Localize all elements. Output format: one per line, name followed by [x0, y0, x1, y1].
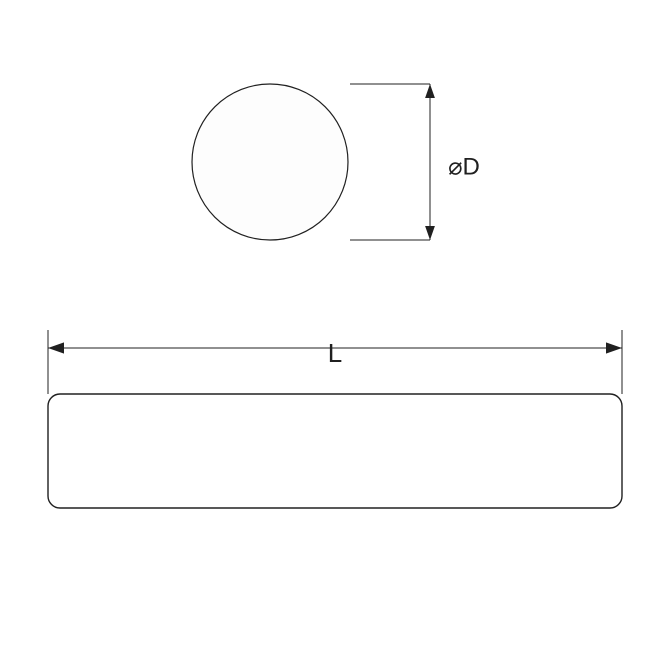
length-label: L	[328, 338, 342, 368]
side-view-rectangle	[48, 394, 622, 508]
technical-drawing: ⌀D L	[0, 0, 670, 670]
diameter-label: ⌀D	[448, 153, 480, 180]
top-view-circle	[192, 84, 348, 240]
canvas-background	[0, 0, 670, 670]
